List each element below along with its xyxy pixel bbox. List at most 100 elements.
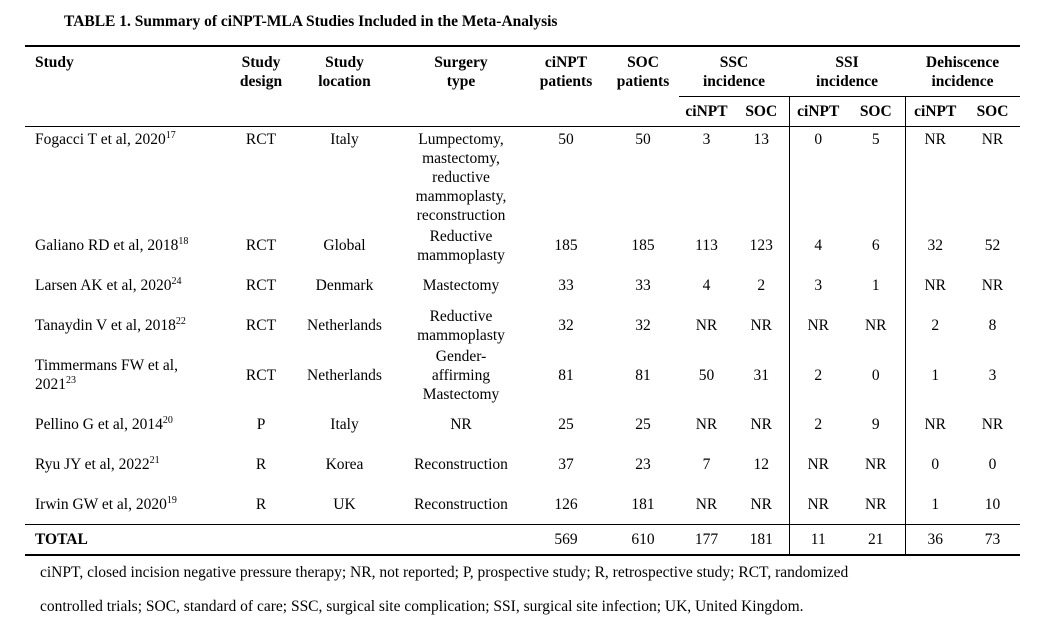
cell-soc-patients: 81 <box>635 366 651 384</box>
cell-ssc-cinpt: 50 <box>698 366 715 384</box>
total-ssc-soc: 181 <box>734 524 789 556</box>
cell-surgery-type: Reductive mammoplasty <box>417 307 505 344</box>
cell-surgery-type: Reconstruction <box>414 495 508 513</box>
cell-dehiscence-soc: 3 <box>988 366 997 384</box>
table-row: Ryu JY et al, 202221 R Korea Reconstruct… <box>25 444 1020 485</box>
cell-cinpt-patients: 32 <box>558 317 574 334</box>
col-header-cinpt-patients: ciNPT patients <box>525 46 607 127</box>
cell-surgery-type: Reductive mammoplasty <box>417 227 505 264</box>
cell-ssi-cinpt: 4 <box>788 225 847 266</box>
cell-dehiscence-cinpt: 0 <box>904 444 965 485</box>
cell-dehiscence-soc: 8 <box>988 317 997 334</box>
cell-study: Timmermans FW et al, 202123 <box>25 346 230 405</box>
meta-analysis-table: Study Study design Study location Surger… <box>25 45 1021 556</box>
cell-study-location: Global <box>323 237 366 254</box>
footnote-line-1: ciNPT, closed incision negative pressure… <box>40 563 849 581</box>
table-title: TABLE 1. Summary of ciNPT-MLA Studies In… <box>64 13 558 30</box>
cell-ssi-soc: 0 <box>871 366 880 384</box>
cell-study-location: Netherlands <box>307 366 382 384</box>
cell-study-location: Netherlands <box>307 317 382 334</box>
total-label: TOTAL <box>25 524 230 556</box>
cell-dehiscence-cinpt: NR <box>904 126 965 226</box>
cell-soc-patients: 181 <box>631 495 655 513</box>
cell-empty <box>292 524 397 556</box>
cell-study: Fogacci T et al, 202017 <box>25 126 230 226</box>
study-reference-number: 19 <box>166 494 177 506</box>
cell-ssc-soc: NR <box>750 416 773 433</box>
table-row: Irwin GW et al, 202019 R UK Reconstructi… <box>25 484 1020 525</box>
cell-study: Galiano RD et al, 201818 <box>25 226 230 266</box>
total-dehiscence-cinpt: 36 <box>904 524 965 556</box>
cell-ssc-cinpt: NR <box>695 416 718 433</box>
cell-ssc-cinpt: 3 <box>702 130 711 148</box>
cell-surgery-type: Gender- affirming Mastectomy <box>422 347 500 403</box>
cell-study-design: R <box>255 495 267 513</box>
cell-ssi-soc: NR <box>864 317 887 334</box>
table-row: Timmermans FW et al, 202123 RCT Netherla… <box>25 345 1020 405</box>
total-ssi-soc: 21 <box>847 524 905 556</box>
cell-empty <box>397 524 525 556</box>
cell-ssc-cinpt: 7 <box>702 456 711 473</box>
cell-ssi-soc: 5 <box>871 130 880 148</box>
table-row: Pellino G et al, 201420 P Italy NR 25 25… <box>25 404 1020 445</box>
cell-study-design: RCT <box>245 277 277 294</box>
study-name: Galiano RD et al, 2018 <box>35 237 179 254</box>
cell-cinpt-patients: 37 <box>558 456 574 473</box>
col-subheader-ssi-cinpt: ciNPT <box>788 96 847 127</box>
cell-ssi-cinpt: NR <box>788 484 847 525</box>
study-name: Irwin GW et al, 2020 <box>35 495 167 513</box>
cell-ssc-cinpt: NR <box>695 495 718 513</box>
cell-study-design: RCT <box>245 237 277 254</box>
table-row: Galiano RD et al, 201818 RCT Global Redu… <box>25 225 1020 266</box>
study-name: Fogacci T et al, 2020 <box>35 130 166 148</box>
study-name: Timmermans FW et al, 2021 <box>35 357 178 393</box>
cell-ssc-soc: NR <box>750 495 773 513</box>
total-cinpt-patients: 569 <box>525 524 607 556</box>
cell-soc-patients: 25 <box>635 416 651 433</box>
cell-ssc-soc: NR <box>750 317 773 334</box>
cell-cinpt-patients: 185 <box>554 237 578 254</box>
table-footnotes: ciNPT, closed incision negative pressure… <box>25 563 1020 616</box>
cell-soc-patients: 185 <box>631 237 655 254</box>
total-row: TOTAL 569 610 177 181 11 21 36 73 <box>25 524 1021 556</box>
cell-study-design: RCT <box>245 366 277 384</box>
table-footer: TOTAL 569 610 177 181 11 21 36 73 <box>25 524 1021 556</box>
col-subheader-ssc-soc: SOC <box>734 96 789 127</box>
cell-study-location: Italy <box>330 130 359 148</box>
cell-cinpt-patients: 33 <box>558 277 574 294</box>
cell-dehiscence-cinpt: NR <box>904 404 965 445</box>
cell-soc-patients: 23 <box>635 456 651 473</box>
table-row: Tanaydin V et al, 201822 RCT Netherlands… <box>25 305 1020 346</box>
total-ssc-cinpt: 177 <box>679 524 734 556</box>
table-body: Fogacci T et al, 202017 RCT Italy Lumpec… <box>25 126 1020 525</box>
cell-study-location: Korea <box>325 456 364 473</box>
cell-study: Tanaydin V et al, 201822 <box>25 306 230 346</box>
study-reference-number: 17 <box>165 129 176 141</box>
cell-study-location: UK <box>333 495 356 513</box>
study-reference-number: 24 <box>171 275 182 287</box>
cell-cinpt-patients: 126 <box>554 495 578 513</box>
cell-cinpt-patients: 81 <box>558 366 574 384</box>
cell-ssc-soc: 2 <box>757 277 766 294</box>
study-reference-number: 22 <box>175 315 186 327</box>
cell-ssi-soc: NR <box>864 495 887 513</box>
total-dehiscence-soc: 73 <box>965 524 1021 556</box>
cell-dehiscence-soc: 52 <box>984 237 1001 254</box>
table-row: Fogacci T et al, 202017 RCT Italy Lumpec… <box>25 126 1020 226</box>
cell-surgery-type: Reconstruction <box>414 456 508 473</box>
cell-ssc-soc: 123 <box>749 237 773 254</box>
study-name: Ryu JY et al, 2022 <box>35 456 150 473</box>
cell-dehiscence-cinpt: 1 <box>904 484 965 525</box>
table-header: Study Study design Study location Surger… <box>25 46 1021 127</box>
col-subheader-dehiscence-cinpt: ciNPT <box>904 96 965 127</box>
col-header-soc-patients: SOC patients <box>607 46 679 127</box>
cell-dehiscence-cinpt: 2 <box>904 305 965 346</box>
study-name: Larsen AK et al, 2020 <box>35 277 172 294</box>
study-reference-number: 21 <box>149 454 160 466</box>
cell-surgery-type: Lumpectomy, mastectomy, reductive mammop… <box>415 130 507 224</box>
col-subheader-ssc-cinpt: ciNPT <box>679 96 734 127</box>
cell-cinpt-patients: 25 <box>558 416 574 433</box>
cell-study-design: R <box>255 456 267 473</box>
cell-ssc-cinpt: 113 <box>695 237 718 254</box>
col-header-ssc-incidence: SSC incidence <box>679 46 789 97</box>
